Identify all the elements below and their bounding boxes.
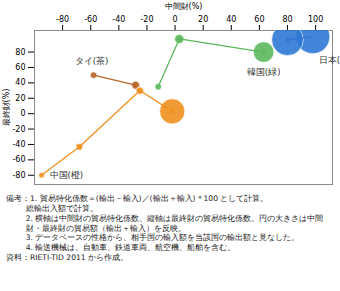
svg-text:-80: -80 bbox=[12, 171, 25, 180]
html-text:2. 横軸は中間財の貿易特化係数、縦軸は最終財の貿易特化係数: 2. 横軸は中間財の貿易特化係数、縦軸は最終財の貿易特化係数。円の大きさは中間財… bbox=[25, 213, 324, 233]
svg-text:中国(橙): 中国(橙) bbox=[50, 170, 84, 180]
svg-text:0: 0 bbox=[173, 15, 178, 24]
html-text:資料：RIETI-TID 2011 から作成。: 資料：RIETI-TID 2011 から作成。 bbox=[6, 253, 129, 263]
svg-text:日本(青): 日本(青) bbox=[319, 55, 340, 65]
svg-text:20: 20 bbox=[15, 94, 25, 103]
svg-text:40: 40 bbox=[226, 15, 236, 24]
svg-text:-80: -80 bbox=[56, 15, 69, 24]
svg-text:-60: -60 bbox=[12, 155, 25, 164]
html-text:3. データベースの性格から、相手国の輸入額を当該国の輸出額: 3. データベースの性格から、相手国の輸入額を当該国の輸出額と見なした。 bbox=[25, 233, 300, 243]
svg-text:-20: -20 bbox=[12, 125, 25, 134]
svg-text:80: 80 bbox=[282, 15, 292, 24]
svg-text:-20: -20 bbox=[140, 15, 153, 24]
svg-text:100: 100 bbox=[308, 15, 323, 24]
html-text:4. 輸送機械は、自動車、鉄道車両、航空機、船舶を含む。: 4. 輸送機械は、自動車、鉄道車両、航空機、船舶を含む。 bbox=[25, 243, 236, 253]
svg-text:-40: -40 bbox=[12, 140, 25, 149]
svg-text:タイ(茶): タイ(茶) bbox=[75, 56, 109, 66]
html-text:総輸出入額で計算。: 総輸出入額で計算。 bbox=[25, 203, 98, 213]
svg-text:60: 60 bbox=[15, 63, 25, 72]
svg-text:0: 0 bbox=[20, 109, 25, 118]
svg-text:80: 80 bbox=[15, 48, 25, 57]
svg-text:韓国(緑): 韓国(緑) bbox=[247, 67, 281, 77]
svg-text:40: 40 bbox=[15, 78, 25, 87]
svg-text:最終財(%): 最終財(%) bbox=[2, 89, 11, 127]
svg-text:-60: -60 bbox=[84, 15, 97, 24]
svg-text:20: 20 bbox=[198, 15, 208, 24]
svg-text:60: 60 bbox=[254, 15, 264, 24]
html-text:備考：1. 貿易特化係数＝(輸出－輸入)／(輸出＋輸入)＊1: 備考：1. 貿易特化係数＝(輸出－輸入)／(輸出＋輸入)＊100 として計算。 bbox=[6, 194, 269, 203]
svg-text:-40: -40 bbox=[112, 15, 125, 24]
svg-text:中間財(%): 中間財(%) bbox=[165, 2, 203, 11]
